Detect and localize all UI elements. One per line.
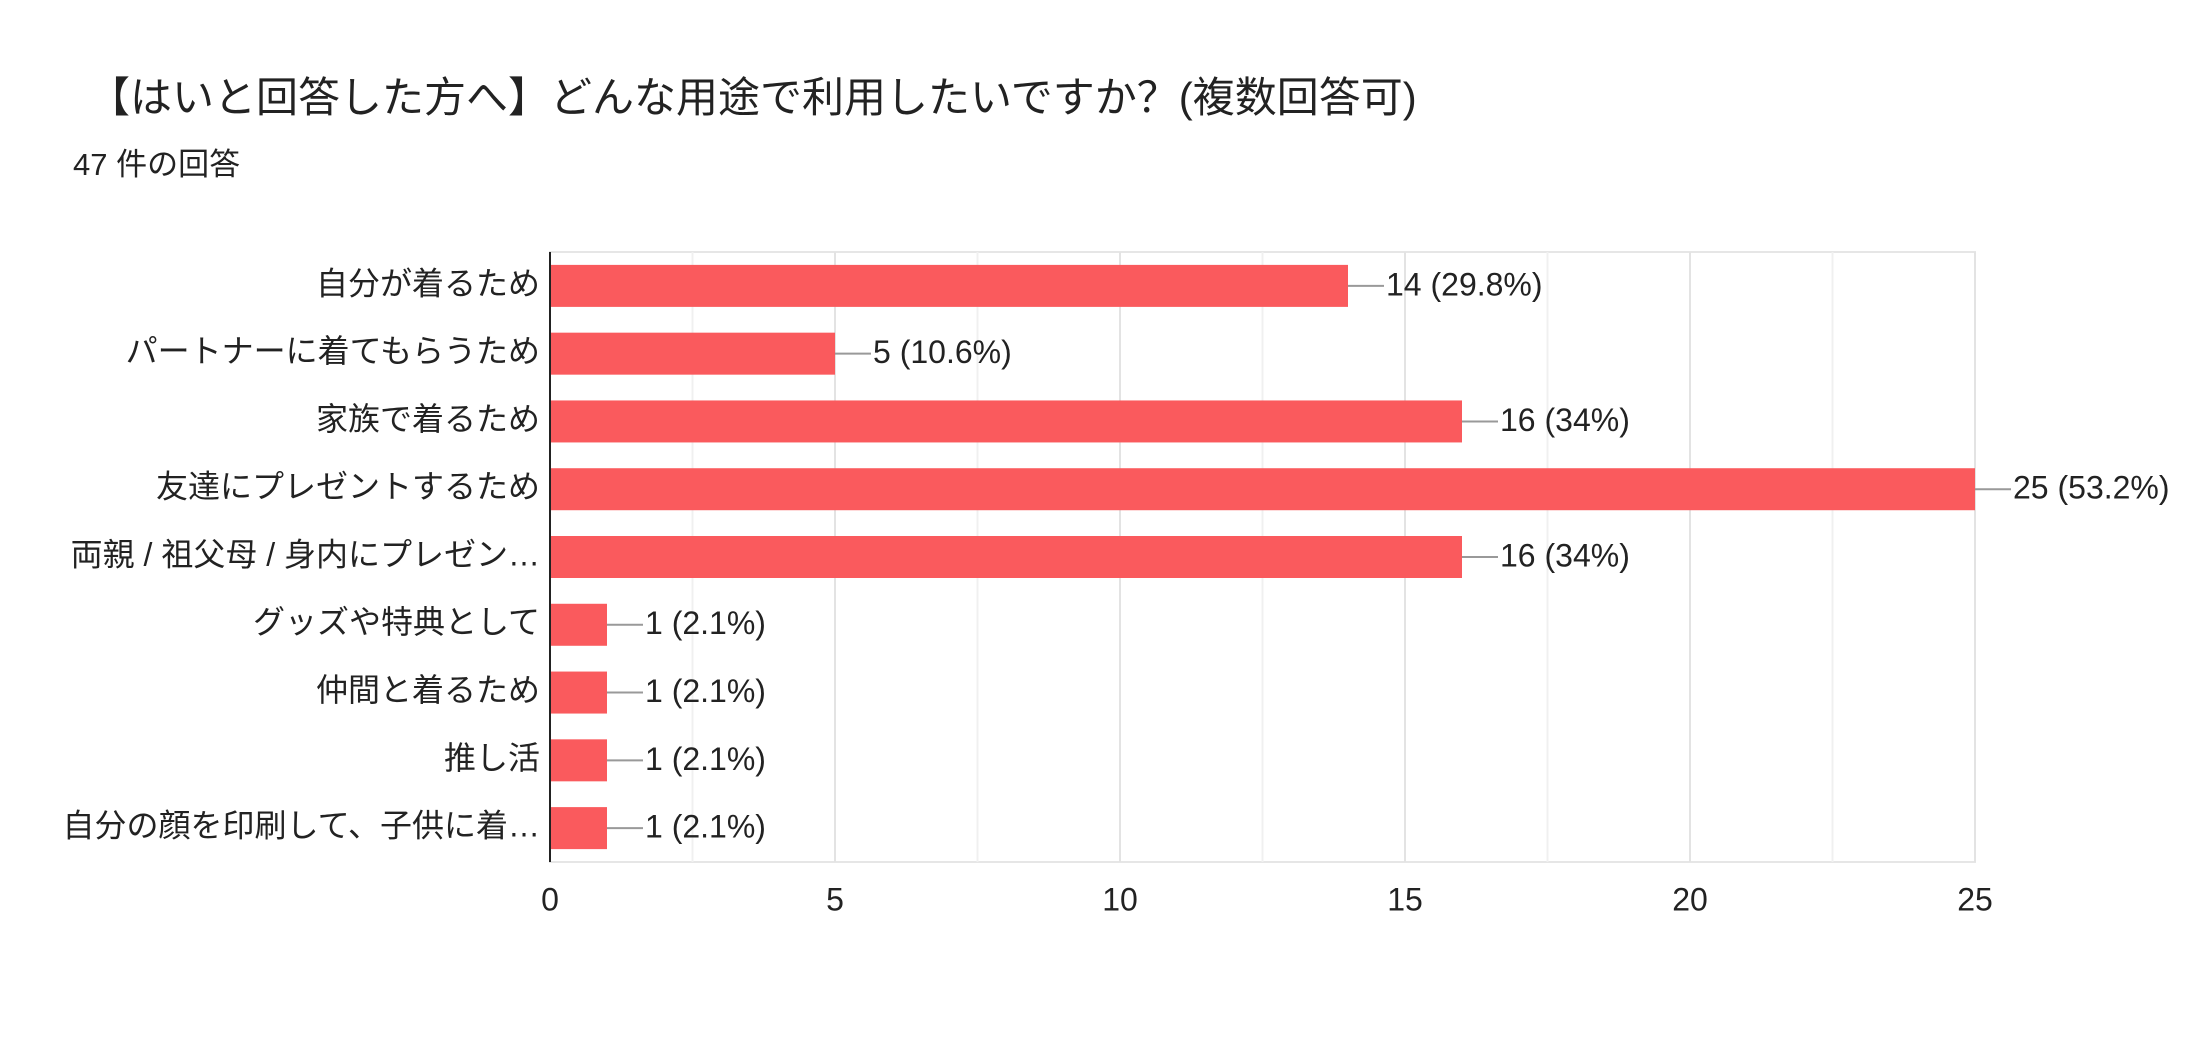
value-label: 1 (2.1%) xyxy=(645,673,766,709)
value-label: 16 (34%) xyxy=(1500,537,1630,573)
bar xyxy=(550,264,1348,307)
y-tick-label: 自分が着るため xyxy=(316,265,540,301)
bar xyxy=(550,807,607,850)
y-tick-label: 友達にプレゼントするため xyxy=(156,469,540,505)
x-tick-label: 0 xyxy=(541,881,559,917)
bar xyxy=(550,468,1975,511)
value-label: 14 (29.8%) xyxy=(1386,266,1543,302)
x-tick-label: 15 xyxy=(1387,881,1423,917)
value-label: 16 (34%) xyxy=(1500,402,1630,438)
bar xyxy=(550,671,607,714)
chart-title: 【はいと回答した方へ】どんな用途で利用したいですか？(複数回答可) xyxy=(88,74,1417,121)
value-label: 25 (53.2%) xyxy=(2013,470,2170,506)
y-tick-label: グッズや特典として xyxy=(253,604,540,640)
y-tick-label: 家族で着るため xyxy=(316,401,540,437)
bar xyxy=(550,536,1462,578)
y-tick-label: パートナーに着てもらうため xyxy=(126,333,540,369)
bar xyxy=(550,739,607,782)
chart-subtitle: 47 件の回答 xyxy=(73,147,240,182)
x-tick-label: 10 xyxy=(1102,881,1138,917)
bar xyxy=(550,332,835,375)
y-tick-label: 仲間と着るため xyxy=(316,672,540,708)
value-label: 1 (2.1%) xyxy=(645,809,766,845)
x-tick-label: 25 xyxy=(1957,881,1993,917)
value-label: 1 (2.1%) xyxy=(645,605,766,641)
bar xyxy=(550,400,1462,443)
y-tick-label: 推し活 xyxy=(444,740,540,776)
y-tick-label: 自分の顔を印刷して、子供に着… xyxy=(63,808,540,844)
value-label: 5 (10.6%) xyxy=(873,334,1012,370)
bar xyxy=(550,603,607,646)
x-tick-label: 20 xyxy=(1672,881,1708,917)
x-tick-label: 5 xyxy=(826,881,844,917)
y-tick-label: 両親 / 祖父母 / 身内にプレゼン… xyxy=(71,536,540,572)
value-label: 1 (2.1%) xyxy=(645,741,766,777)
